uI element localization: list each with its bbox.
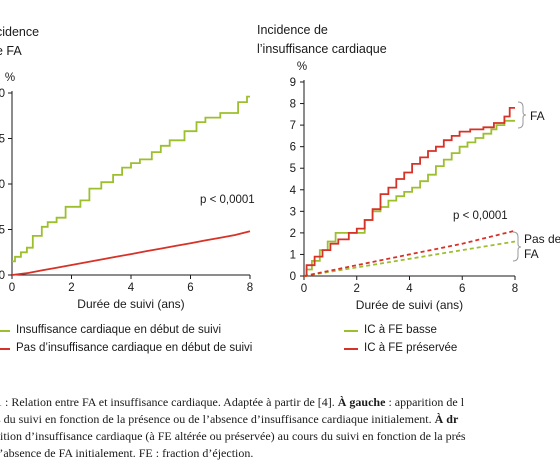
series-line bbox=[303, 229, 516, 277]
x-tick-label: 2 bbox=[68, 282, 74, 294]
y-tick-label: 1 bbox=[290, 249, 296, 261]
figure-panel: 0246805101520%Durée de suivi (ans)cidenc… bbox=[0, 23, 560, 354]
figure-caption: 1 : Relation entre FA et insuffisance ca… bbox=[0, 394, 560, 462]
series-line bbox=[11, 230, 251, 276]
bracket-pas-de-fa bbox=[512, 231, 522, 262]
y-tick-label: 9 bbox=[290, 77, 296, 89]
series-line bbox=[304, 119, 515, 277]
series-line bbox=[304, 107, 515, 277]
x-tick-label: 2 bbox=[354, 283, 360, 295]
chart-title-line: l’insuffisance cardiaque bbox=[257, 42, 387, 56]
right-chart: 0 2 4 6 8 0 1 2 3 4 5 6 7 8 9% Durée de suivi (ans) Inci… bbox=[257, 23, 560, 312]
x-tick-label: 0 bbox=[301, 283, 307, 295]
y-tick-label: 7 bbox=[290, 120, 296, 132]
caption-bold: À dr bbox=[434, 412, 459, 426]
chart-title-line: e FA bbox=[0, 44, 22, 58]
y-tick-label: 20 bbox=[0, 88, 5, 100]
x-tick-label: 4 bbox=[406, 283, 413, 295]
legend-label: IC à FE préservée bbox=[364, 342, 458, 354]
x-tick-label: 6 bbox=[187, 282, 193, 294]
y-tick-label: 4 bbox=[290, 185, 297, 197]
series-line bbox=[303, 240, 516, 277]
y-tick-label: 5 bbox=[0, 225, 5, 237]
chart-title-line: Incidence de bbox=[257, 23, 328, 37]
p-value-annotation: p < 0,0001 bbox=[453, 210, 508, 222]
y-tick-label: 0 bbox=[290, 271, 296, 283]
y-tick-label: 5 bbox=[290, 163, 296, 175]
x-tick-label: 8 bbox=[512, 283, 518, 295]
legend-swatch-red bbox=[344, 348, 358, 350]
legend-label: Insuffisance cardiaque en début de suivi bbox=[16, 324, 222, 336]
x-axis-label: Durée de suivi (ans) bbox=[356, 298, 463, 312]
y-tick-label: 6 bbox=[290, 142, 296, 154]
y-tick-label: 2 bbox=[290, 228, 296, 240]
legend-label: IC à FE basse bbox=[364, 324, 437, 336]
chart-title-line: cidence bbox=[0, 25, 39, 39]
bracket-label-fa: FA bbox=[530, 109, 545, 123]
x-tick-label: 6 bbox=[459, 283, 465, 295]
legend-swatch-green bbox=[344, 330, 358, 332]
caption-text: s du suivi en fonction de la présence ou… bbox=[0, 412, 435, 426]
bracket-fa bbox=[517, 101, 527, 129]
caption-line: 1 : Relation entre FA et insuffisance ca… bbox=[0, 394, 560, 411]
p-value-annotation: p < 0,0001 bbox=[200, 194, 255, 206]
caption-text: 1 : Relation entre FA et insuffisance ca… bbox=[0, 395, 338, 409]
left-chart: 0 2 4 6 8 0 5 10 15 20% Durée de suivi (ans) cidenc… bbox=[0, 25, 255, 311]
y-tick-label: 3 bbox=[290, 206, 296, 218]
x-tick-label: 8 bbox=[247, 282, 253, 294]
series-line bbox=[12, 95, 250, 263]
x-axis-label: Durée de suivi (ans) bbox=[77, 297, 184, 311]
caption-line: s du suivi en fonction de la présence ou… bbox=[0, 411, 560, 428]
bracket-label-fa: FA bbox=[524, 247, 539, 261]
x-tick-label: 0 bbox=[9, 282, 15, 294]
charts-canvas: 0246805101520%Durée de suivi (ans)cidenc… bbox=[0, 23, 560, 312]
legend-swatch-red bbox=[0, 348, 10, 350]
y-axis-label: % bbox=[297, 61, 307, 73]
y-tick-label: 10 bbox=[0, 179, 5, 191]
legend-swatch-green bbox=[0, 330, 10, 332]
caption-line: l’absence de FA initialement. FE : fract… bbox=[0, 446, 254, 460]
x-tick-label: 4 bbox=[128, 282, 135, 294]
y-tick-label: 15 bbox=[0, 134, 5, 146]
y-tick-label: 8 bbox=[290, 99, 296, 111]
caption-line: rition d’insuffisance cardiaque (à FE al… bbox=[0, 429, 466, 443]
bracket-label-pas-de: Pas de bbox=[524, 232, 560, 246]
legend-label: Pas d’insuffisance cardiaque en début de… bbox=[16, 342, 253, 354]
caption-bold: À gauche bbox=[337, 395, 386, 409]
caption-text: : apparition de l bbox=[385, 395, 465, 409]
y-axis-label: % bbox=[5, 72, 15, 84]
y-tick-label: 0 bbox=[0, 270, 5, 282]
